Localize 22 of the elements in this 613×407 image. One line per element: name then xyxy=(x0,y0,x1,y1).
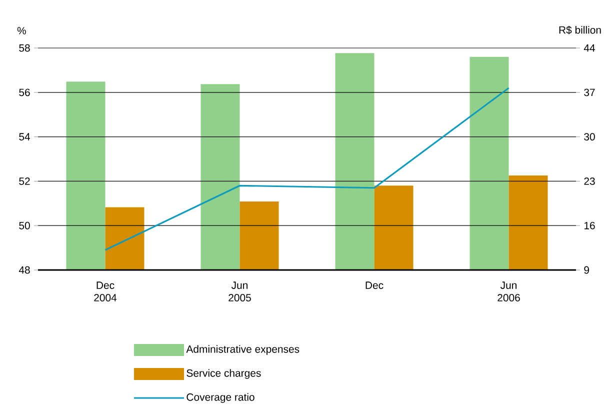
legend-label: Service charges xyxy=(186,369,261,379)
y2-tick-label: 44 xyxy=(584,44,595,52)
legend-label: Coverage ratio xyxy=(186,393,254,403)
y-tick-label: 50 xyxy=(19,222,30,230)
y2-tick-label: 23 xyxy=(584,178,595,185)
y2-axis-title: R$ billion xyxy=(559,26,601,34)
y-tick-label: 56 xyxy=(19,88,30,96)
y2-tick-label: 9 xyxy=(584,266,589,274)
x-tick-label: Jun 2006 xyxy=(498,282,520,302)
line-series xyxy=(104,87,510,251)
y-tick-label: 54 xyxy=(19,133,30,140)
y2-tick-label: 16 xyxy=(584,222,595,230)
y-tick-label: 58 xyxy=(19,44,30,52)
x-tick-label: Jun 2005 xyxy=(228,282,251,302)
y2-tick-label: 37 xyxy=(584,88,595,96)
x-tick-label: Dec 2004 xyxy=(94,282,117,302)
legend-label: Administrative expenses xyxy=(186,345,300,355)
y-axis-title: % xyxy=(17,27,26,34)
x-tick-label: Dec xyxy=(366,282,384,289)
y-tick-label: 48 xyxy=(18,266,30,274)
y-tick-label: 52 xyxy=(19,178,30,185)
y2-tick-label: 30 xyxy=(584,133,595,141)
